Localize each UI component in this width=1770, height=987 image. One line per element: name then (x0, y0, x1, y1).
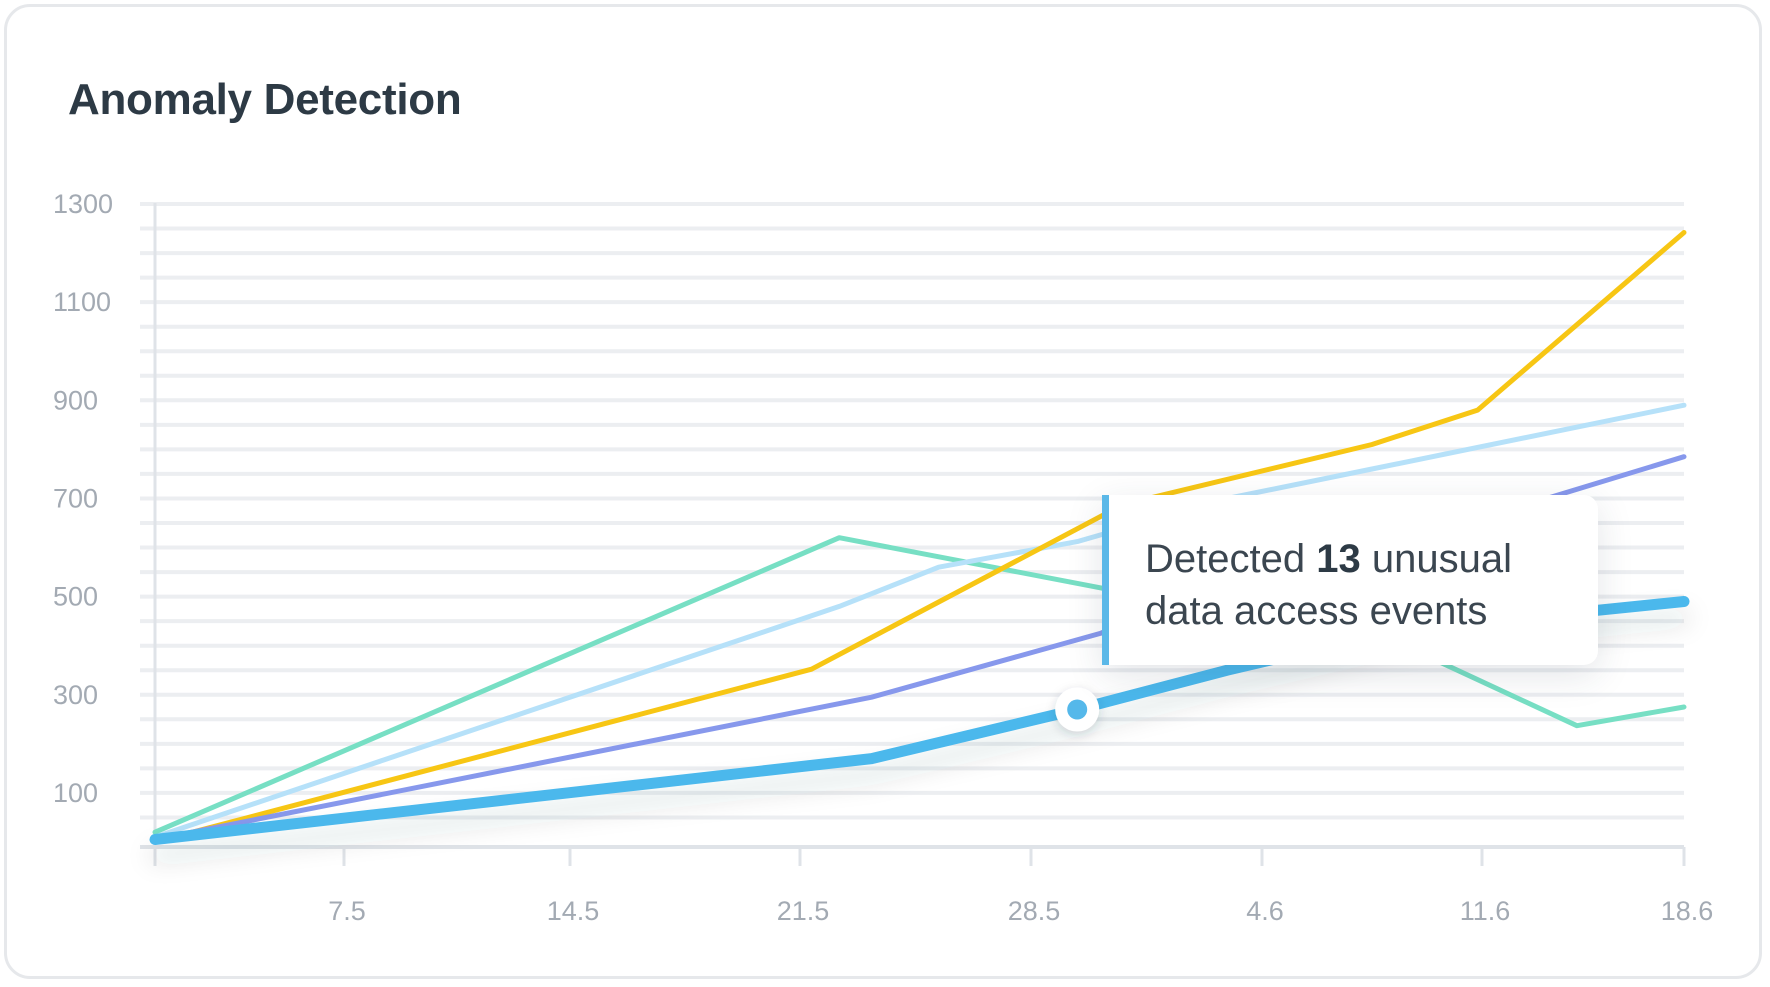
x-tick-label: 18.6 (1661, 896, 1714, 926)
y-tick-label: 300 (53, 680, 98, 710)
x-tick-label: 7.5 (328, 896, 366, 926)
chart-title: Anomaly Detection (68, 75, 462, 124)
x-tick-label: 21.5 (777, 896, 830, 926)
anomaly-tooltip: Detected 13 unusual data access events (1102, 495, 1598, 665)
x-tick-label: 11.6 (1460, 896, 1511, 926)
y-tick-label: 900 (53, 385, 98, 415)
series-line-light-blue (152, 402, 1687, 840)
tooltip-suffix: unusual data access events (1145, 537, 1512, 633)
tooltip-count: 13 (1316, 537, 1361, 581)
series-line-yellow (152, 230, 1687, 845)
y-tick-label: 1300 (53, 189, 113, 219)
x-tick-label: 14.5 (547, 896, 600, 926)
y-tick-label: 500 (53, 582, 98, 612)
y-tick-label: 100 (53, 778, 98, 808)
tooltip-prefix: Detected (1145, 537, 1317, 581)
x-tick-label: 4.6 (1246, 896, 1284, 926)
y-tick-label: 700 (53, 483, 98, 513)
highlight-marker-dot (1067, 699, 1088, 720)
x-tick-label: 28.5 (1008, 896, 1061, 926)
y-tick-label: 1100 (53, 287, 111, 317)
